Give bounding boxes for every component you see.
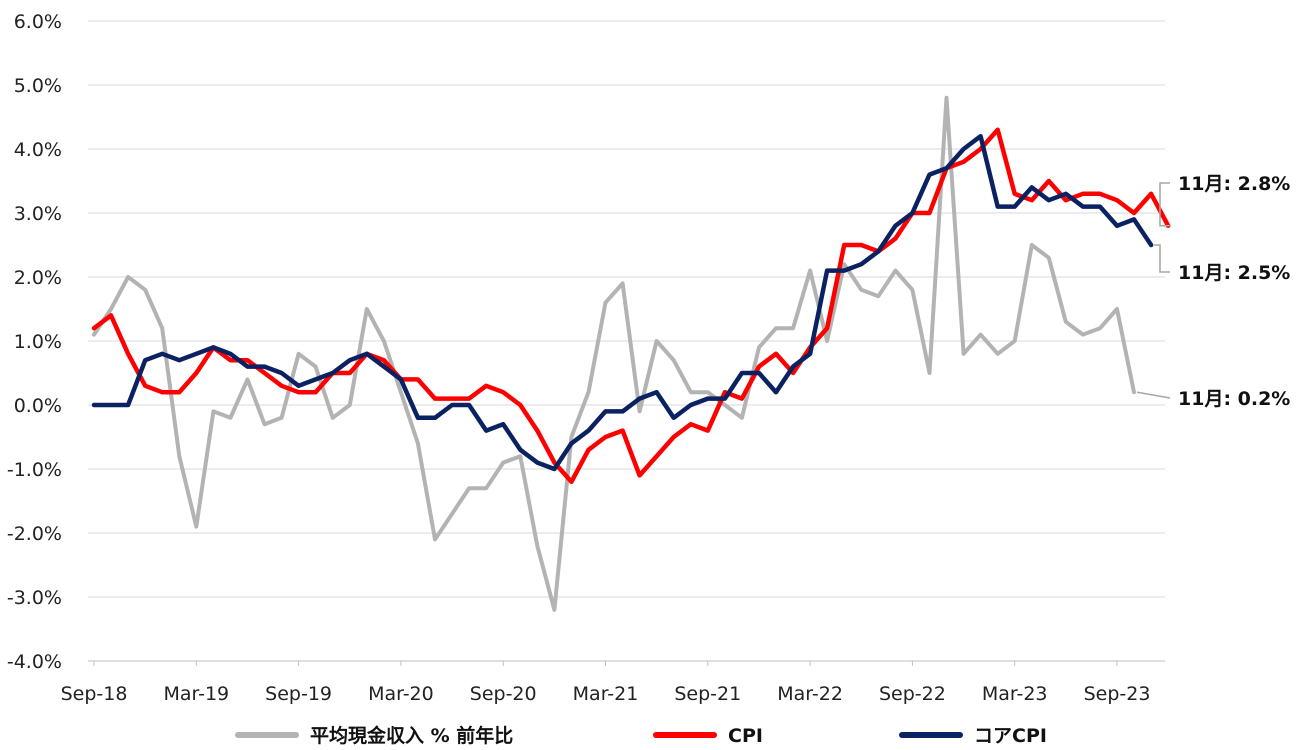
legend-label: CPI: [728, 725, 763, 747]
x-tick-label: Mar-21: [573, 683, 639, 705]
y-tick-label: 2.0%: [14, 267, 62, 289]
y-tick-label: 5.0%: [14, 75, 62, 97]
annotation-connector: [1159, 182, 1172, 227]
x-tick-label: Mar-22: [777, 683, 843, 705]
x-tick-label: Sep-18: [61, 683, 128, 705]
x-tick-label: Sep-21: [674, 683, 741, 705]
x-tick-label: Mar-23: [982, 683, 1048, 705]
y-tick-label: -2.0%: [7, 523, 62, 545]
annotation-label: 11月: 2.5%: [1178, 262, 1290, 284]
y-tick-label: 3.0%: [14, 203, 62, 225]
x-tick-label: Mar-20: [368, 683, 434, 705]
legend-label: コアCPI: [974, 725, 1047, 747]
x-tick-label: Sep-19: [265, 683, 332, 705]
legend: 平均現金収入 % 前年比 CPI コアCPI: [235, 724, 1047, 747]
annotation-label: 11月: 0.2%: [1178, 388, 1290, 410]
annotation-connector: [1154, 244, 1170, 273]
x-tick-label: Sep-23: [1084, 683, 1151, 705]
x-tick-label: Mar-19: [163, 683, 229, 705]
wage-series-line: [92, 95, 1136, 612]
y-tick-label: -4.0%: [7, 651, 62, 673]
y-tick-label: -3.0%: [7, 587, 62, 609]
core-cpi-series-line: [91, 133, 1154, 472]
y-tick-label: 6.0%: [14, 11, 62, 33]
y-tick-label: 0.0%: [14, 395, 62, 417]
x-tick-label: Sep-22: [879, 683, 946, 705]
y-tick-label: 1.0%: [14, 331, 62, 353]
x-tick-label: Sep-20: [470, 683, 537, 705]
y-tick-label: -1.0%: [7, 459, 62, 481]
gridlines: [88, 20, 1165, 662]
y-tick-label: 4.0%: [14, 139, 62, 161]
annotation-label: 11月: 2.8%: [1178, 173, 1290, 195]
end-annotations: 11月: 2.8% 11月: 2.5% 11月: 0.2%: [1136, 173, 1290, 410]
legend-label: 平均現金収入 % 前年比: [310, 724, 513, 747]
series-lines: [91, 95, 1171, 612]
cpi-series-line: [91, 127, 1171, 485]
y-axis: -4.0% -3.0% -2.0% -1.0% 0.0% 1.0% 2.0% 3.0% 4.0%…: [7, 11, 62, 673]
x-axis: Sep-18 Mar-19 Sep-19 Mar-20 Sep-20 Mar-21 Sep-…: [61, 660, 1165, 705]
annotation-connector: [1136, 391, 1171, 399]
